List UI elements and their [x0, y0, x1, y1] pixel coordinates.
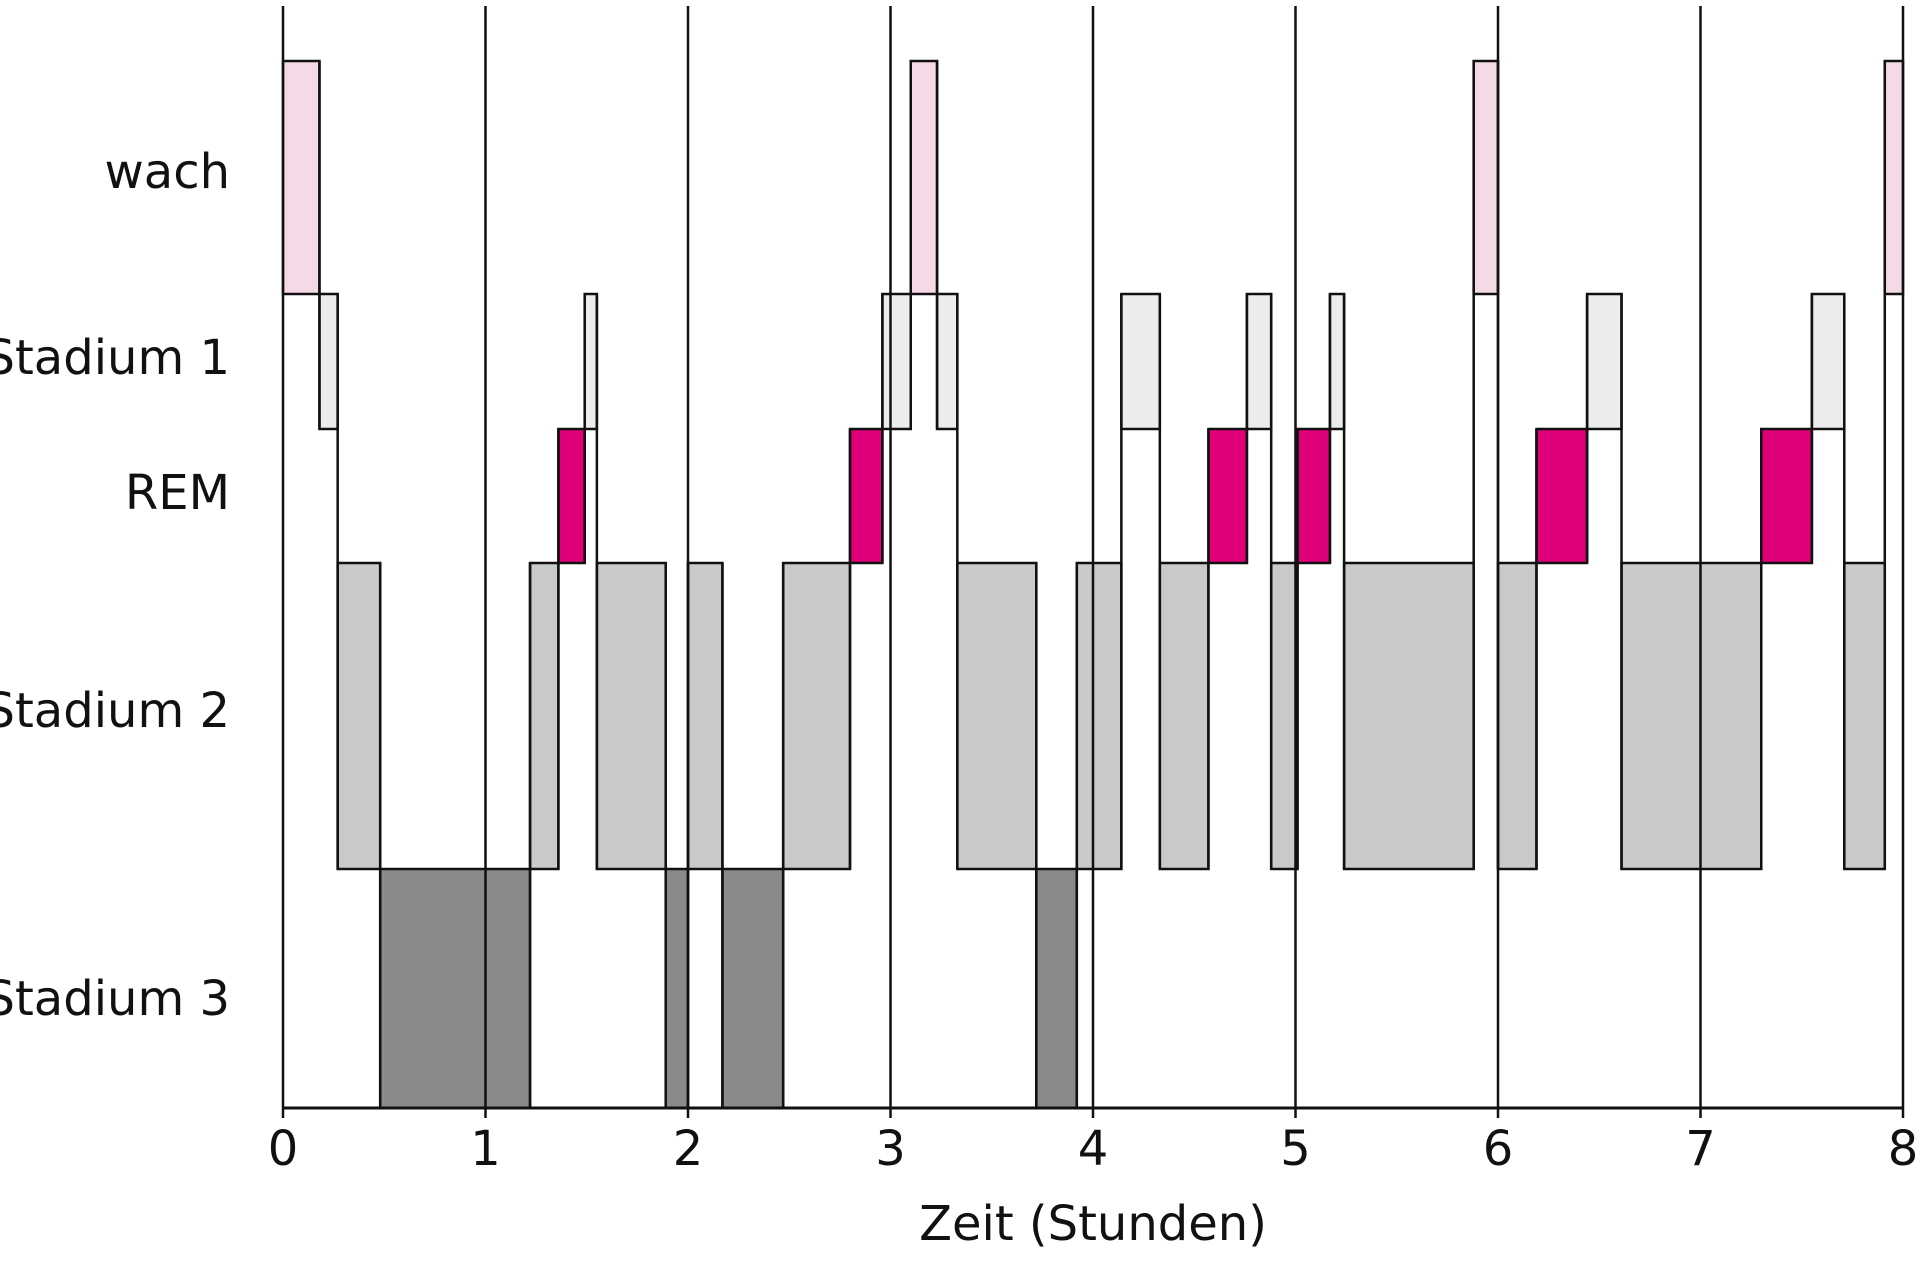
stage-segment	[1269, 561, 1299, 871]
y-tick-label: Stadium 1	[0, 330, 230, 386]
x-axis-label: Zeit (Stunden)	[919, 1196, 1267, 1252]
stage-segment	[1760, 427, 1814, 565]
stage-segment	[935, 292, 959, 431]
x-tick-label: 0	[268, 1121, 299, 1177]
stage-segment	[557, 427, 586, 565]
stage-segment	[721, 867, 785, 1110]
stage-segment	[1535, 427, 1589, 565]
stage-segment	[1120, 292, 1162, 431]
stage-segment	[848, 427, 884, 565]
stage-segment	[1620, 561, 1763, 871]
stage-segment	[1472, 59, 1500, 296]
x-tick-label: 4	[1078, 1121, 1109, 1177]
stage-segment	[1075, 561, 1123, 871]
stage-segment	[1810, 292, 1846, 431]
stage-segment	[956, 561, 1038, 871]
stage-segment	[686, 561, 724, 871]
stage-segment	[1883, 59, 1905, 296]
stage-segment	[909, 59, 939, 296]
stage-segment	[528, 561, 560, 871]
stage-segment	[1328, 292, 1346, 431]
stage-segment	[1296, 427, 1332, 565]
stage-segment	[583, 292, 599, 431]
stage-segment	[1245, 292, 1273, 431]
y-tick-label: REM	[125, 465, 230, 521]
x-tick-label: 3	[875, 1121, 906, 1177]
x-tick-label: 2	[673, 1121, 704, 1177]
x-tick-label: 6	[1483, 1121, 1514, 1177]
stage-segment	[1035, 867, 1079, 1110]
stage-segment	[318, 292, 339, 431]
stage-segment	[664, 867, 690, 1110]
stage-segment	[281, 59, 321, 296]
stage-segment	[781, 561, 852, 871]
stage-segment	[1158, 561, 1210, 871]
y-tick-label: wach	[105, 144, 230, 200]
stage-segment	[378, 867, 532, 1110]
stage-segment	[336, 561, 382, 871]
stage-segment	[1207, 427, 1249, 565]
stage-segment	[881, 292, 913, 431]
stage-segment	[1585, 292, 1623, 431]
x-tick-label: 5	[1280, 1121, 1311, 1177]
stage-segment	[595, 561, 667, 871]
x-tick-label: 1	[470, 1121, 501, 1177]
stage-segment	[1496, 561, 1538, 871]
x-tick-label: 8	[1888, 1121, 1919, 1177]
stage-segment	[1342, 561, 1475, 871]
y-tick-label: Stadium 3	[0, 971, 230, 1027]
y-tick-label: Stadium 2	[0, 683, 230, 739]
x-tick-label: 7	[1685, 1121, 1716, 1177]
stage-segment	[1843, 561, 1887, 871]
